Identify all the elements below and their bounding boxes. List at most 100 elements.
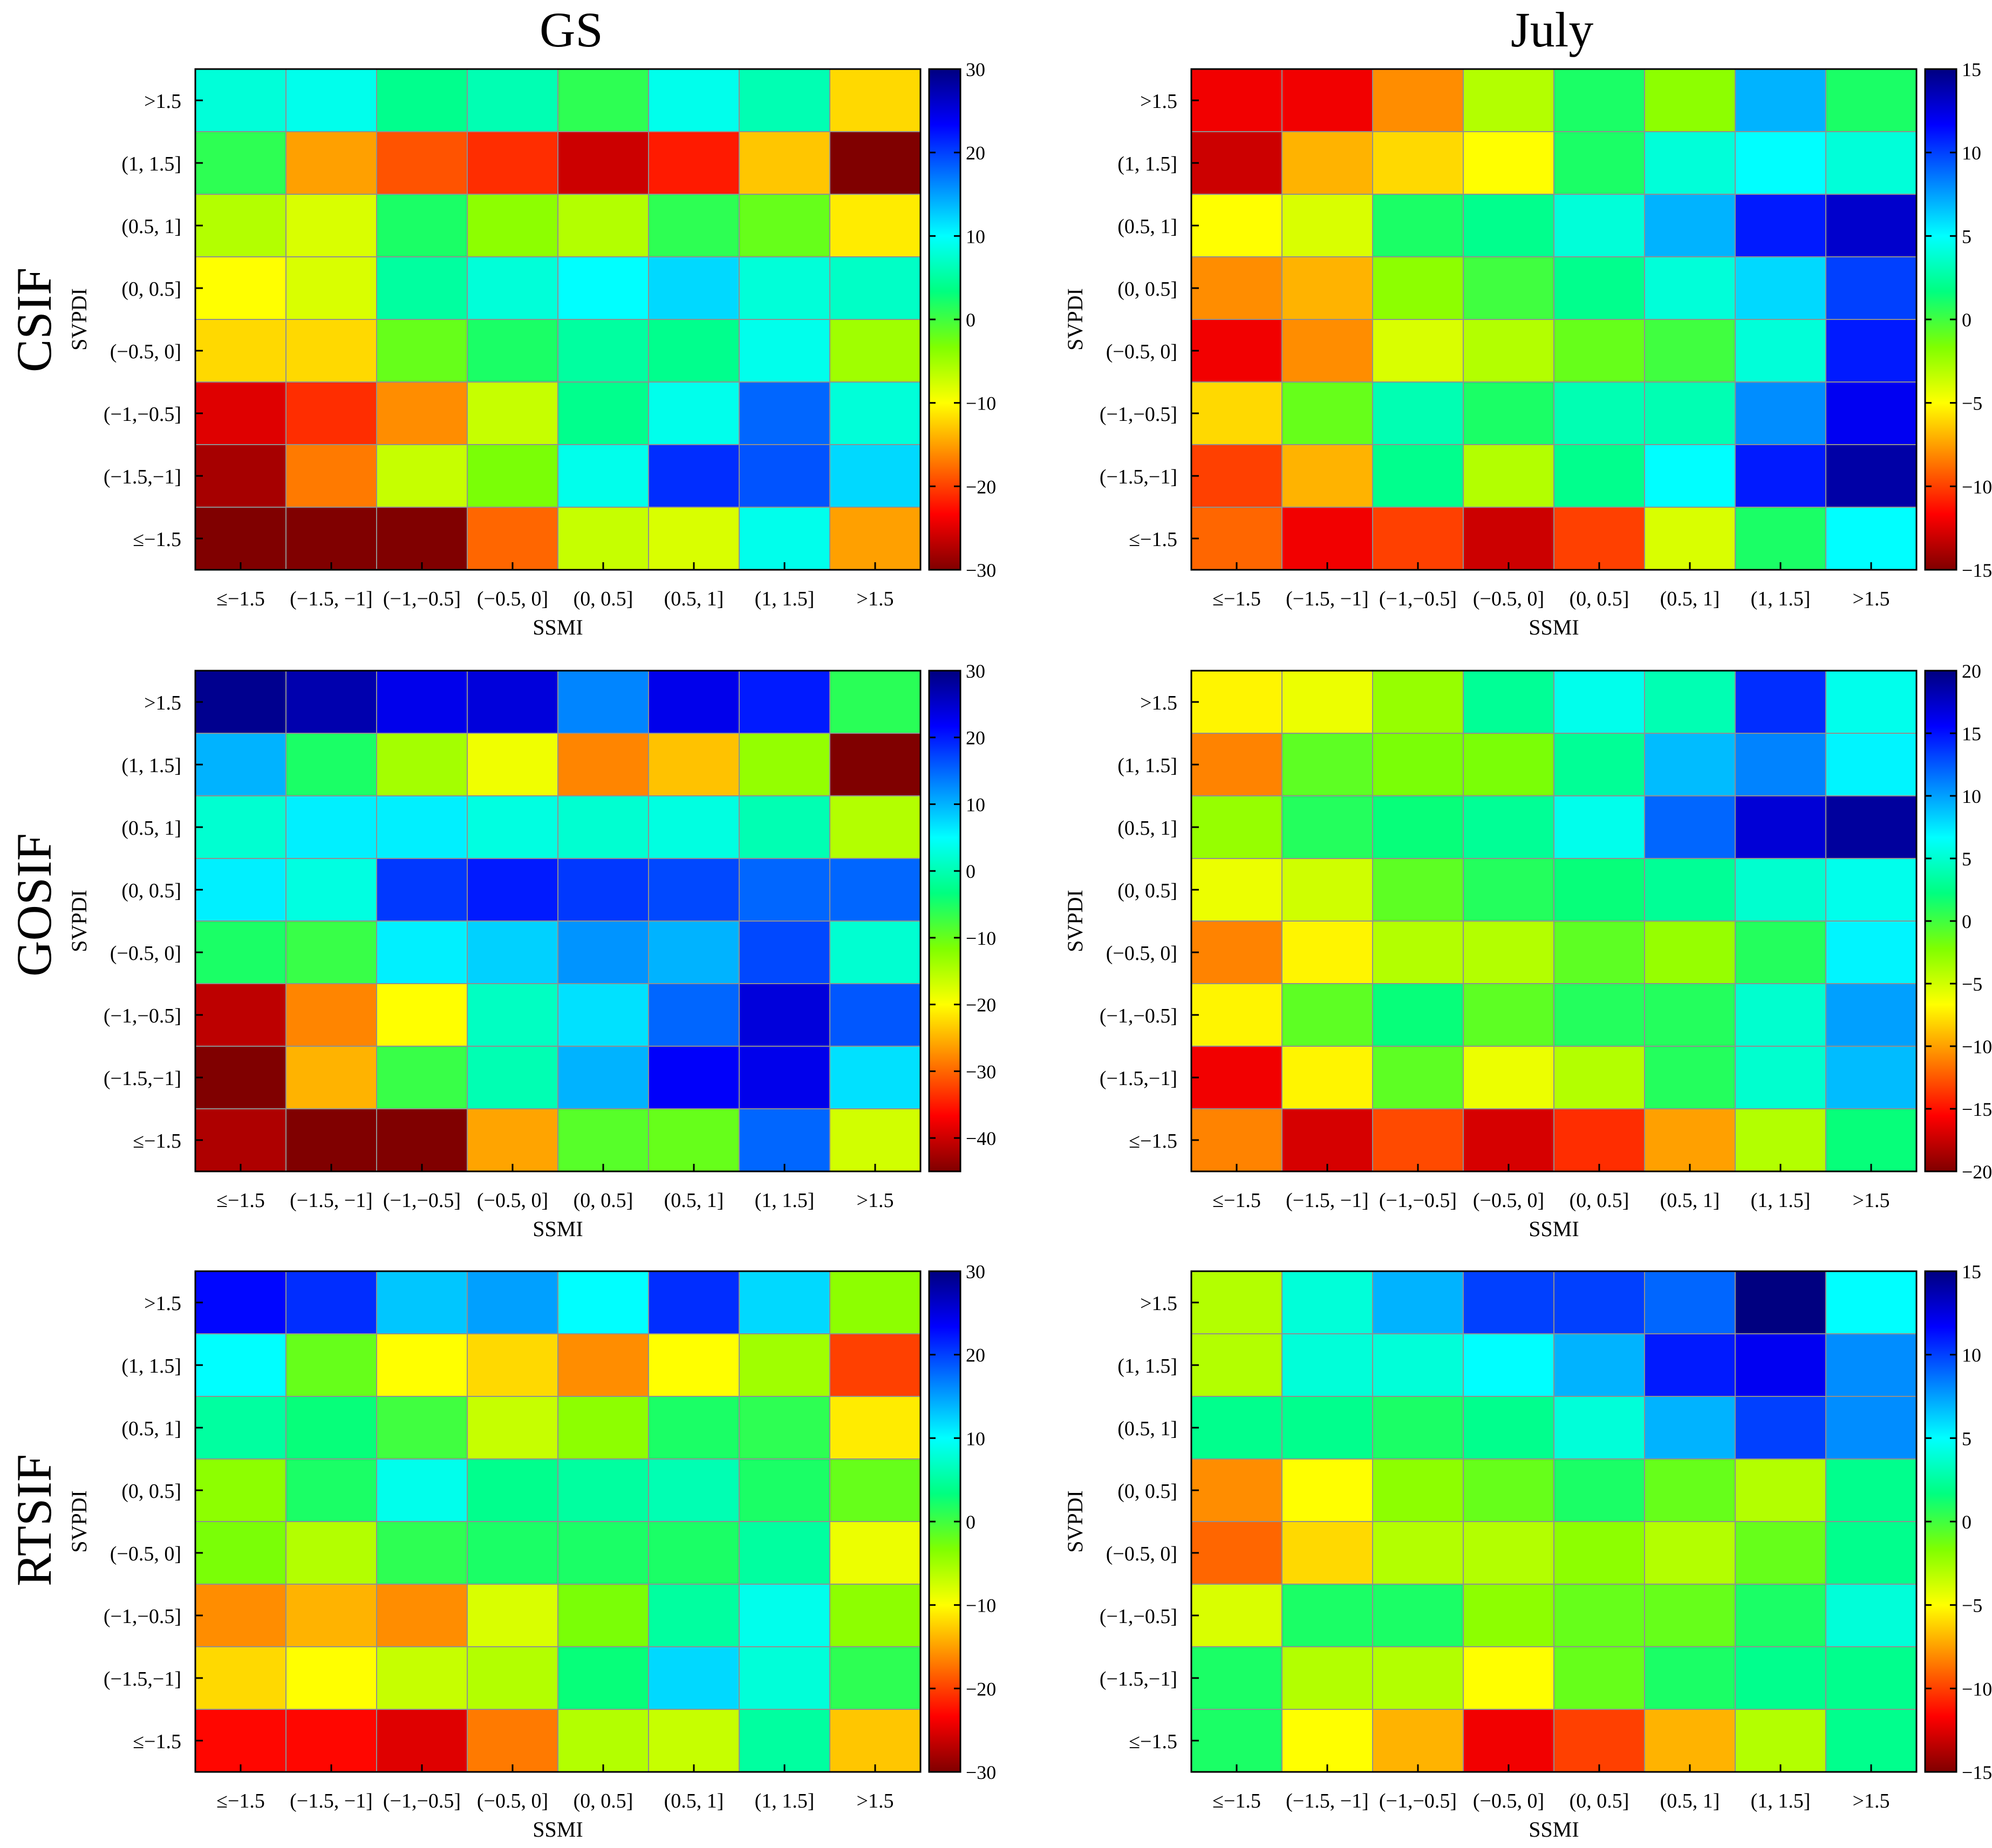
colorbar-tick-label: −10 xyxy=(1962,1036,1992,1058)
heatmap-cell xyxy=(1463,381,1554,445)
heatmap-cell xyxy=(648,733,740,796)
colorbar-tick-label: −10 xyxy=(966,1595,996,1617)
colorbar-tick-label: 10 xyxy=(1962,786,1981,807)
colorbar-tick-label: −5 xyxy=(1962,1595,1982,1617)
heatmap-cell xyxy=(1372,1709,1464,1772)
heatmap-cell xyxy=(739,1108,830,1172)
heatmap-cell xyxy=(739,1271,830,1334)
colorbar-tick-label: −10 xyxy=(1962,476,1992,497)
x-tick-label: (−1.5, −1] xyxy=(290,1790,373,1812)
heatmap-cell xyxy=(1372,319,1464,383)
y-tick-label: (0.5, 1] xyxy=(121,215,181,238)
heatmap-cell xyxy=(1372,1396,1464,1460)
heatmap-cell xyxy=(1463,131,1554,195)
heatmap-cell xyxy=(1644,507,1736,570)
heatmap-cell xyxy=(1191,1108,1282,1172)
colorbar-tick-label: 15 xyxy=(1962,723,1981,745)
heatmap-cell xyxy=(285,795,377,859)
x-tick-label: (1, 1.5] xyxy=(1751,1189,1811,1212)
heatmap-cell xyxy=(1281,194,1373,257)
y-tick-label: (−0.5, 0] xyxy=(1106,942,1177,965)
heatmap-cell xyxy=(557,1584,649,1647)
y-tick-label: (−1,−0.5] xyxy=(104,1005,181,1027)
x-tick-label: (−1.5, −1] xyxy=(1286,1790,1369,1812)
colorbar-tick-label: −10 xyxy=(966,928,996,949)
x-tick-label: (0, 0.5] xyxy=(574,1790,633,1812)
x-tick-label: (0, 0.5] xyxy=(574,588,633,610)
heatmap-cell xyxy=(467,1108,558,1172)
heatmap-cell xyxy=(467,131,558,195)
heatmap-cell xyxy=(1191,1521,1282,1585)
heatmap-cell xyxy=(1825,1396,1917,1460)
heatmap-cell xyxy=(285,444,377,508)
heatmap-cell xyxy=(1825,444,1917,508)
heatmap-cell xyxy=(1825,194,1917,257)
heatmap-cell xyxy=(739,795,830,859)
colorbar-tick-label: −20 xyxy=(966,1678,996,1700)
y-tick-label: (0, 0.5] xyxy=(121,1480,181,1503)
heatmap-cell xyxy=(648,983,740,1047)
heatmap-cell xyxy=(285,1108,377,1172)
heatmap-cell xyxy=(285,920,377,984)
y-axis-label: SVPDI xyxy=(67,288,91,351)
heatmap-cell xyxy=(1735,381,1826,445)
x-tick-label: (0.5, 1] xyxy=(1660,1189,1720,1212)
y-tick-label: (−1.5,−1] xyxy=(104,1668,181,1690)
colorbar-tick-label: 20 xyxy=(966,142,985,164)
x-tick-label: (1, 1.5] xyxy=(755,1790,815,1812)
heatmap-cell xyxy=(1281,381,1373,445)
x-tick-label: (−1,−0.5] xyxy=(1379,588,1457,610)
heatmap-cell xyxy=(1191,1709,1282,1772)
x-tick-label: ≤−1.5 xyxy=(1212,1790,1261,1812)
heatmap-cell xyxy=(1191,256,1282,320)
heatmap-cell xyxy=(1281,507,1373,570)
heatmap-cell xyxy=(1372,69,1464,132)
heatmap-cell xyxy=(1463,1458,1554,1522)
heatmap-cell xyxy=(1735,194,1826,257)
heatmap-cell xyxy=(1825,319,1917,383)
colorbar-tick-label: 10 xyxy=(1962,1345,1981,1366)
heatmap-cell xyxy=(1644,1108,1736,1172)
y-tick-label: (0, 0.5] xyxy=(121,278,181,301)
heatmap-cell xyxy=(1281,1584,1373,1647)
heatmap-cell xyxy=(829,1046,921,1109)
heatmap-cell xyxy=(648,1333,740,1397)
heatmap-cell xyxy=(1735,1396,1826,1460)
heatmap-cell xyxy=(1191,1584,1282,1647)
heatmap-cell xyxy=(1553,1521,1645,1585)
plot-frame xyxy=(194,670,922,1172)
x-tick-label: (−1.5, −1] xyxy=(290,1189,373,1212)
heatmap-cell xyxy=(1372,131,1464,195)
x-tick-label: >1.5 xyxy=(1853,1790,1890,1812)
heatmap-cell xyxy=(829,444,921,508)
heatmap-cell xyxy=(1553,858,1645,922)
heatmap-cell xyxy=(1644,795,1736,859)
heatmap-cell xyxy=(1372,1584,1464,1647)
heatmap-cell xyxy=(648,1584,740,1647)
heatmap-cell xyxy=(195,670,286,734)
heatmap-cell xyxy=(467,858,558,922)
heatmap-cell xyxy=(1372,507,1464,570)
heatmap-cell xyxy=(467,920,558,984)
x-tick-label: (0.5, 1] xyxy=(664,588,724,610)
heatmap-cell xyxy=(1281,131,1373,195)
heatmap-cell xyxy=(1644,1458,1736,1522)
y-tick-label: >1.5 xyxy=(144,90,181,113)
heatmap-cell xyxy=(1735,920,1826,984)
y-tick-label: (−1.5,−1] xyxy=(104,466,181,488)
heatmap-cell xyxy=(1735,670,1826,734)
heatmap-cell xyxy=(1372,1271,1464,1334)
colorbar-tick-label: −30 xyxy=(966,560,996,581)
x-tick-label: ≤−1.5 xyxy=(1212,588,1261,610)
y-tick-label: (−1.5,−1] xyxy=(1100,1067,1177,1090)
heatmap-cell xyxy=(739,670,830,734)
heatmap-cell xyxy=(1644,194,1736,257)
heatmap-cell xyxy=(1463,983,1554,1047)
heatmap-cell xyxy=(557,1046,649,1109)
y-tick-label: (0.5, 1] xyxy=(121,817,181,840)
heatmap-cell xyxy=(1463,1709,1554,1772)
heatmap-cell xyxy=(829,1108,921,1172)
heatmap-cell xyxy=(1463,194,1554,257)
heatmap-cell xyxy=(285,507,377,570)
heatmap-cell xyxy=(1191,1046,1282,1109)
